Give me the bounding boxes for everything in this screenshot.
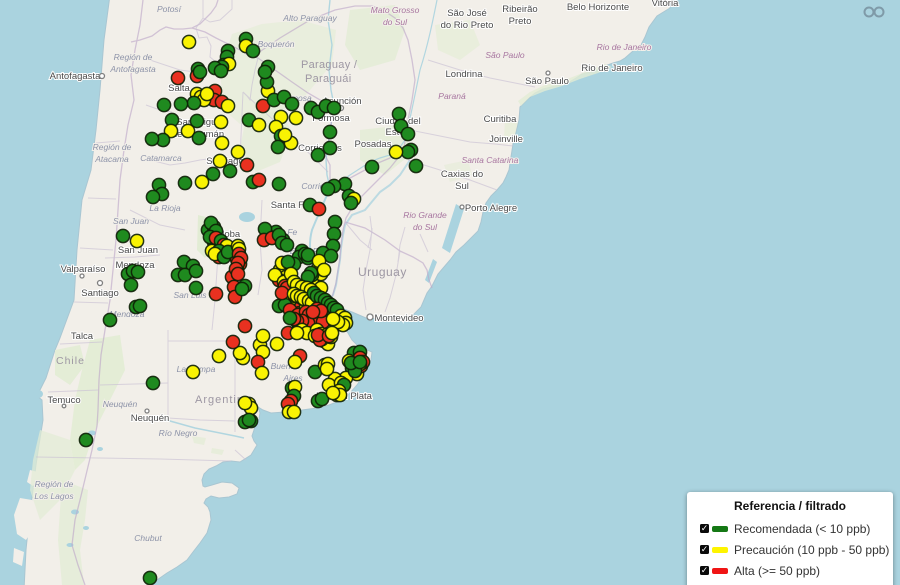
svg-text:Preto: Preto <box>509 16 532 27</box>
svg-text:Región de: Región de <box>93 142 132 152</box>
svg-text:Región de: Región de <box>114 52 153 62</box>
svg-text:Caxias do: Caxias do <box>441 169 483 180</box>
svg-text:Chubut: Chubut <box>134 533 162 543</box>
svg-text:Posadas: Posadas <box>355 139 392 150</box>
svg-text:São Paulo: São Paulo <box>485 50 524 60</box>
svg-text:do Sul: do Sul <box>413 222 438 232</box>
svg-text:Argentina: Argentina <box>195 394 251 406</box>
svg-text:Londrina: Londrina <box>446 69 484 80</box>
svg-text:Ribeirão: Ribeirão <box>502 4 537 15</box>
svg-text:Región de: Región de <box>35 479 74 489</box>
svg-text:Curitiba: Curitiba <box>484 114 517 125</box>
svg-text:Sul: Sul <box>455 181 469 192</box>
svg-text:Uruguay: Uruguay <box>358 265 407 279</box>
svg-text:Alto Paraguay: Alto Paraguay <box>282 13 337 23</box>
svg-text:Santa Catarina: Santa Catarina <box>462 155 519 165</box>
svg-text:Paraguay /: Paraguay / <box>301 59 358 71</box>
svg-text:Paraná: Paraná <box>438 91 466 101</box>
svg-text:San Juan: San Juan <box>118 245 158 256</box>
svg-text:Neuquén: Neuquén <box>131 413 170 424</box>
svg-text:Santa Fe: Santa Fe <box>271 200 310 211</box>
svg-text:São José: São José <box>447 8 487 19</box>
svg-text:Santiago: Santiago <box>81 288 119 299</box>
svg-text:Río Negro: Río Negro <box>159 428 198 438</box>
svg-text:Vitória: Vitória <box>652 0 679 9</box>
svg-text:Rio de Janeiro: Rio de Janeiro <box>581 63 642 74</box>
svg-text:Atacama: Atacama <box>94 154 129 164</box>
svg-text:Boquerón: Boquerón <box>258 39 295 49</box>
svg-text:La Rioja: La Rioja <box>149 203 180 213</box>
svg-text:Chile: Chile <box>56 355 85 367</box>
svg-text:do Sul: do Sul <box>383 17 408 27</box>
svg-text:Neuquén: Neuquén <box>103 399 138 409</box>
svg-text:Porto Alegre: Porto Alegre <box>465 203 517 214</box>
svg-text:Belo Horizonte: Belo Horizonte <box>567 2 629 13</box>
svg-text:Paraguái: Paraguái <box>305 73 351 85</box>
svg-text:Talca: Talca <box>71 331 94 342</box>
svg-text:Los Lagos: Los Lagos <box>34 491 74 501</box>
svg-text:Joinville: Joinville <box>489 134 523 145</box>
svg-text:São Paulo: São Paulo <box>525 76 569 87</box>
svg-text:Potosí: Potosí <box>157 4 183 14</box>
svg-text:Rio Grande: Rio Grande <box>403 210 447 220</box>
svg-text:Temuco: Temuco <box>47 395 80 406</box>
svg-text:Valparaíso: Valparaíso <box>61 264 106 275</box>
svg-text:Antofagasta: Antofagasta <box>50 71 101 82</box>
svg-text:Salta: Salta <box>168 83 190 94</box>
svg-text:San Juan: San Juan <box>113 216 149 226</box>
svg-text:do Rio Preto: do Rio Preto <box>441 20 494 31</box>
svg-text:Montevideo: Montevideo <box>374 313 423 324</box>
svg-text:Mato Grosso: Mato Grosso <box>371 5 420 15</box>
svg-text:Antofagasta: Antofagasta <box>109 64 156 74</box>
svg-text:Rio de Janeiro: Rio de Janeiro <box>597 42 652 52</box>
svg-text:Catamarca: Catamarca <box>140 153 182 163</box>
